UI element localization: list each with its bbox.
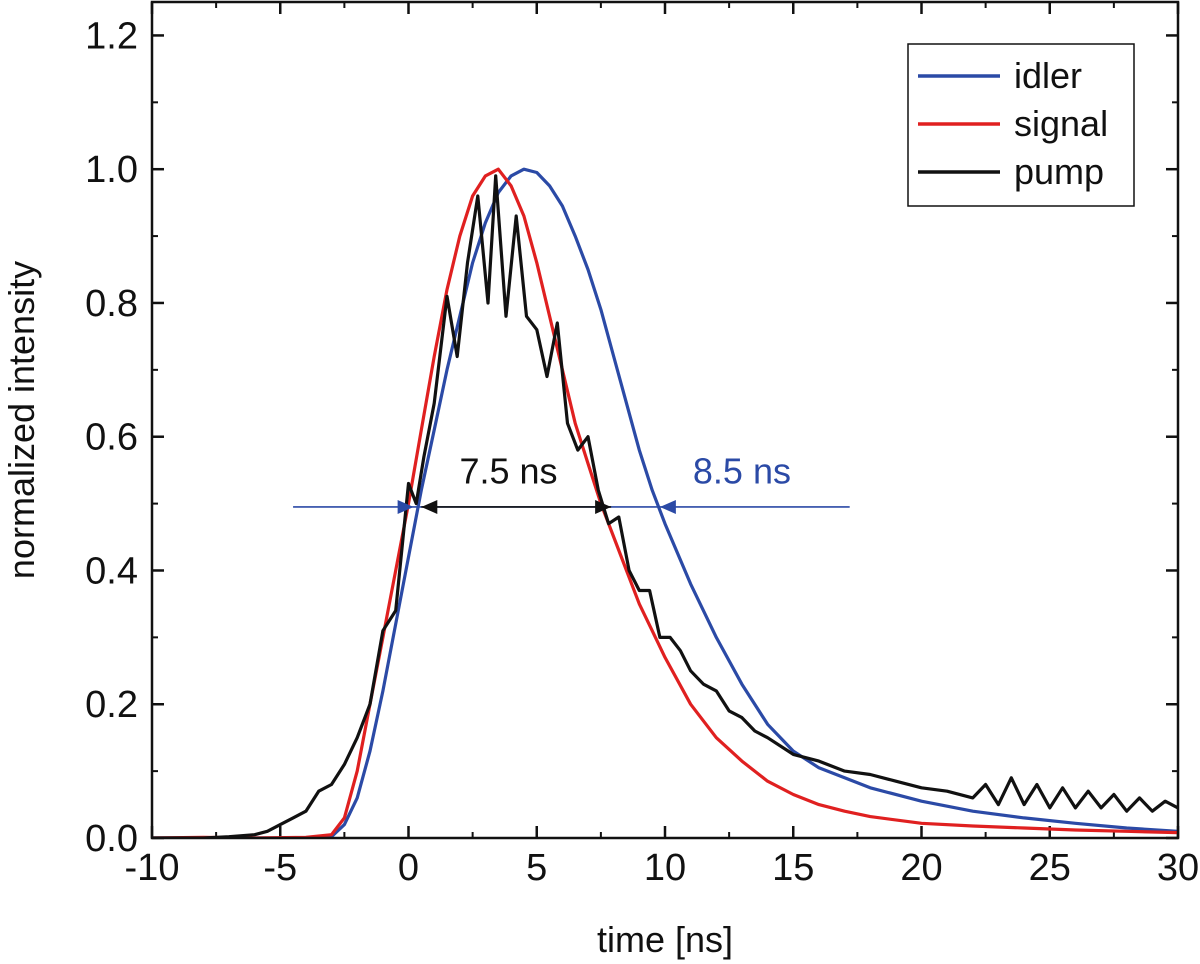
ticks-layer: -10 -5 0 5 10 15 20 25 30 0.0 0.2 0.4 0.6 0.8 1.0 1.2 [85,2,1199,889]
y-tick-label: 0.0 [85,818,138,860]
y-tick-label: 0.4 [85,550,138,592]
fwhm-signal-arrow-right [595,499,612,514]
fwhm-idler-arrow-right [659,499,676,514]
legend-label-pump: pump [1014,151,1104,192]
x-tick-label: 20 [900,847,942,889]
x-axis-label: time [ns] [597,919,733,960]
y-tick-label: 1.0 [85,149,138,191]
legend-label-signal: signal [1014,103,1108,144]
series-line-signal [152,167,1178,838]
fwhm-signal-label: 7.5 ns [459,451,557,492]
y-tick-label: 0.8 [85,283,138,325]
fwhm-idler-arrow-left [397,499,414,514]
annotation-layer: 7.5 ns 8.5 ns [293,451,850,514]
x-tick-label: 25 [1029,847,1071,889]
series-layer [152,167,1178,838]
series-line-idler [152,167,1178,838]
x-tick-label: -10 [125,847,180,889]
x-tick-label: -5 [263,847,297,889]
series-line-pump [152,174,1178,838]
x-tick-label: 0 [398,847,419,889]
legend: idler signal pump [907,43,1135,207]
y-axis-label: normalized intensity [1,261,42,579]
y-tick-label: 1.2 [85,15,138,57]
fwhm-idler-label: 8.5 ns [693,451,791,492]
x-tick-label: 30 [1157,847,1199,889]
x-tick-label: 10 [644,847,686,889]
plot-frame [150,0,1180,840]
x-tick-label: 5 [526,847,547,889]
y-tick-label: 0.2 [85,684,138,726]
x-tick-label: 15 [772,847,814,889]
fwhm-signal-arrow-left [421,499,438,514]
y-tick-label: 0.6 [85,417,138,459]
legend-label-idler: idler [1014,55,1082,96]
